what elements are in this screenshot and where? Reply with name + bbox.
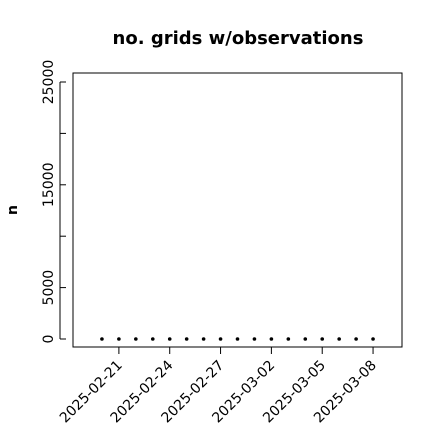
point bbox=[337, 337, 341, 341]
point bbox=[167, 337, 172, 341]
point bbox=[371, 337, 375, 341]
point bbox=[218, 337, 223, 341]
point bbox=[320, 337, 325, 341]
y-tick-label: 0 bbox=[41, 335, 57, 344]
point bbox=[303, 337, 308, 341]
y-tick-label: 25000 bbox=[41, 60, 57, 105]
point bbox=[269, 337, 274, 341]
chart-title: no. grids w/observations bbox=[113, 28, 364, 49]
plot-frame bbox=[72, 72, 403, 348]
point bbox=[235, 337, 240, 341]
point bbox=[286, 337, 291, 341]
y-tick-label: 15000 bbox=[41, 163, 57, 208]
y-axis-label: n bbox=[5, 205, 21, 215]
point bbox=[117, 337, 121, 341]
point bbox=[150, 337, 155, 341]
point bbox=[134, 337, 138, 341]
point bbox=[184, 337, 189, 341]
point bbox=[201, 337, 206, 341]
y-tick-label: 5000 bbox=[41, 270, 57, 306]
point bbox=[354, 337, 358, 341]
point bbox=[100, 337, 104, 341]
point bbox=[252, 337, 257, 341]
